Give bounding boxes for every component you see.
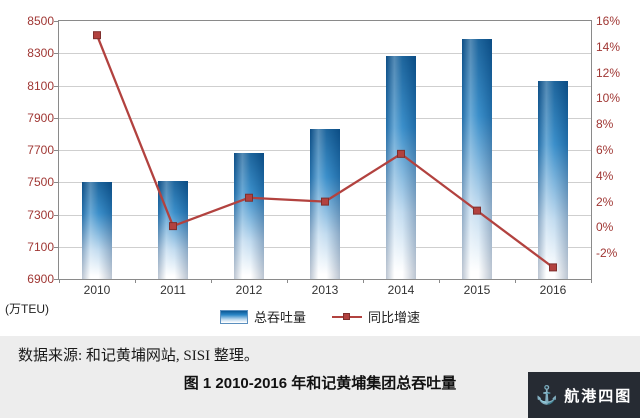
y-axis-right-label: 16% <box>596 14 621 28</box>
y-axis-right-label: 8% <box>596 117 614 132</box>
legend-item-growth: 同比增速 <box>332 307 420 326</box>
y-axis-tick <box>54 85 58 87</box>
marker-2011 <box>169 222 177 231</box>
marker-2014 <box>397 149 405 158</box>
y-axis-tick <box>54 246 58 248</box>
y-axis-right-label: 6% <box>596 143 614 157</box>
y-axis-right-label: -2% <box>596 246 618 261</box>
y-axis-tick <box>54 279 58 280</box>
y-axis-tick <box>54 53 58 55</box>
y-axis-left-label: 8100 <box>27 78 54 93</box>
y-axis-left-label: 8300 <box>27 46 54 61</box>
source-note: 数据来源: 和记黄埔网站, SISI 整理。 <box>18 348 259 364</box>
y-axis-tick <box>54 214 58 216</box>
growth-line-layer <box>93 31 557 272</box>
x-axis-label: 2010 <box>83 283 111 297</box>
x-axis-tick <box>363 279 364 283</box>
x-axis-label: 2013 <box>311 283 339 297</box>
y-axis-left-label: 7300 <box>27 207 54 222</box>
x-axis-label: 2011 <box>160 283 186 297</box>
x-axis-label: 2016 <box>539 283 567 297</box>
y-axis-right-label: 12% <box>596 65 621 80</box>
bar-2016 <box>538 80 568 280</box>
bar-2010 <box>82 182 112 279</box>
chart-area: (万TEU) 总吞吐量 同比增速 8500 8300 8100 7900 7700 750… <box>0 14 640 326</box>
y-axis-left-label: 7700 <box>27 143 54 157</box>
logo-badge: ⚓ 航港四图 <box>528 372 640 418</box>
y-axis-tick <box>54 117 58 119</box>
legend-label-throughput: 总吞吐量 <box>253 310 306 325</box>
line-swatch-icon <box>332 312 362 321</box>
gridline <box>59 85 591 87</box>
y-axis-left-label: 8500 <box>27 14 54 28</box>
x-axis-tick <box>439 279 440 283</box>
anchor-icon: ⚓ <box>535 385 559 405</box>
y-axis-right-label: 14% <box>596 39 621 54</box>
marker-2012 <box>245 193 253 202</box>
y-axis-left-label: 7900 <box>27 110 54 125</box>
y-axis-right-label: 0% <box>596 220 614 235</box>
bar-2014 <box>386 56 416 279</box>
x-axis-tick <box>211 279 212 283</box>
y-axis-tick <box>54 21 58 22</box>
y-axis-left-label: 6900 <box>27 272 54 286</box>
bar-swatch-icon <box>219 309 248 324</box>
marker-2013 <box>321 197 329 206</box>
legend: 总吞吐量 同比增速 <box>0 307 640 326</box>
x-axis-tick <box>135 279 136 283</box>
legend-label-growth: 同比增速 <box>368 310 421 325</box>
footer: 数据来源: 和记黄埔网站, SISI 整理。 图 1 2010-2016 年和记… <box>0 336 640 418</box>
logo-text: 航港四图 <box>564 387 633 405</box>
plot-area <box>58 20 592 280</box>
figure-caption: 图 1 2010-2016 年和记黄埔集团总吞吐量 <box>183 375 457 392</box>
marker-2010 <box>93 31 101 40</box>
gridline <box>59 117 591 119</box>
axis-unit-label: (万TEU) <box>5 302 49 316</box>
bar-2015 <box>462 38 492 280</box>
y-axis-right-label: 4% <box>596 168 614 183</box>
y-axis-right-label: 10% <box>596 91 621 106</box>
x-axis-tick <box>287 279 288 283</box>
x-axis-label: 2012 <box>235 283 263 297</box>
x-axis-label: 2014 <box>387 283 415 297</box>
y-axis-left-label: 7500 <box>27 175 54 190</box>
y-axis-right-label: 2% <box>596 194 614 209</box>
bar-2012 <box>234 153 264 279</box>
y-axis-tick <box>54 182 58 184</box>
marker-2015 <box>473 206 481 215</box>
x-axis-tick <box>515 279 516 283</box>
x-axis-label: 2015 <box>463 283 491 297</box>
x-axis-tick <box>59 279 60 283</box>
legend-item-throughput: 总吞吐量 <box>219 307 306 326</box>
growth-line <box>95 34 554 269</box>
gridline <box>59 53 591 55</box>
marker-2016 <box>549 263 557 272</box>
x-axis-tick <box>591 279 592 283</box>
legend-marker <box>343 313 350 320</box>
y-axis-left-label: 7100 <box>27 239 54 254</box>
y-axis-tick <box>54 150 58 151</box>
